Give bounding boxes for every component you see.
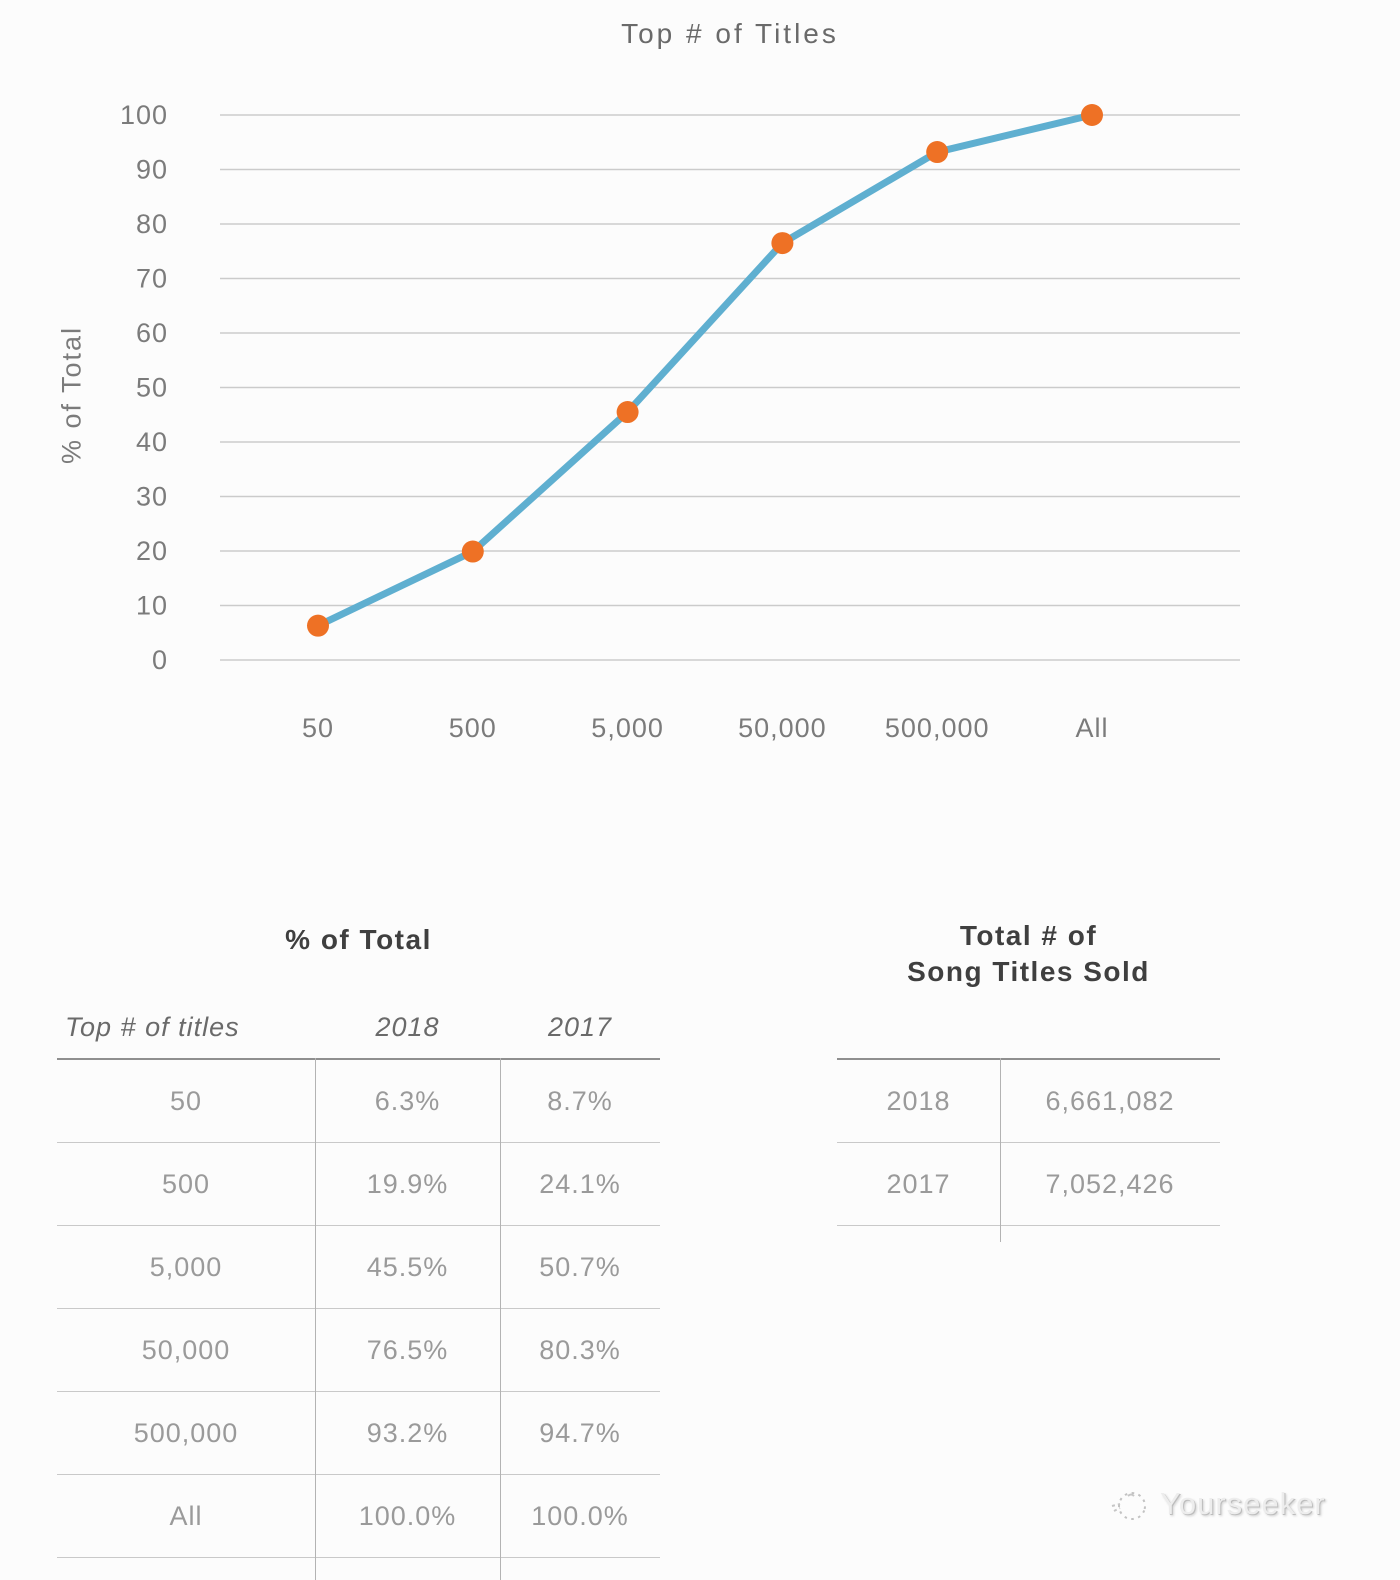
- y-tick-label: 70: [136, 264, 168, 294]
- data-point-marker: [771, 232, 794, 255]
- y-tick-label: 50: [136, 373, 168, 403]
- table-cell: 2018: [886, 1085, 951, 1116]
- table-cell: 8.7%: [547, 1085, 613, 1116]
- table-row: 500,000 93.2% 94.7%: [57, 1392, 660, 1475]
- table-cell: 76.5%: [366, 1334, 449, 1365]
- table-row: 2017 7,052,426: [837, 1143, 1220, 1226]
- table-row: 5,000 45.5% 50.7%: [57, 1226, 660, 1309]
- column-divider: [1000, 1058, 1001, 1242]
- table-cell: 6.3%: [374, 1085, 441, 1116]
- y-tick-label: 20: [136, 536, 168, 566]
- table-row: 50 6.3% 8.7%: [57, 1060, 660, 1143]
- x-tick-label: 50,000: [738, 713, 827, 743]
- y-tick-label: 100: [120, 100, 168, 130]
- x-tick-label: 500: [449, 713, 497, 743]
- y-tick-label: 40: [136, 427, 168, 457]
- y-tick-label: 80: [136, 209, 168, 239]
- y-tick-label: 10: [136, 591, 168, 621]
- sketch-circle-logo-icon: [1111, 1492, 1146, 1520]
- header-cell-top-titles: Top # of titles: [65, 1011, 240, 1042]
- table-row: 500 19.9% 24.1%: [57, 1143, 660, 1226]
- header-cell-2018: 2018: [375, 1011, 440, 1042]
- table-cell: 7,052,426: [1045, 1168, 1175, 1199]
- table-cell: 2017: [886, 1168, 951, 1199]
- data-point-marker: [461, 540, 484, 563]
- chart-title: Top # of Titles: [621, 18, 839, 49]
- y-tick-label: 0: [152, 645, 168, 675]
- totals-table-title-line1: Total # of: [959, 920, 1098, 951]
- totals-table-title-line2: Song Titles Sold: [907, 956, 1150, 987]
- column-divider: [500, 1058, 501, 1580]
- table-cell: 50,000: [141, 1334, 231, 1365]
- table-row: 50,000 76.5% 80.3%: [57, 1309, 660, 1392]
- watermark: Yourseeker: [1108, 1482, 1326, 1526]
- y-tick-label: 90: [136, 155, 168, 185]
- table-cell: 93.2%: [366, 1417, 449, 1448]
- table-row: 2018 6,661,082: [837, 1060, 1220, 1143]
- table-cell: 5,000: [149, 1251, 223, 1282]
- totals-table: 2018 6,661,082 2017 7,052,426: [837, 1058, 1220, 1226]
- table-cell: 80.3%: [539, 1334, 621, 1365]
- table-cell: 500: [161, 1168, 211, 1199]
- header-cell-2017: 2017: [547, 1011, 613, 1042]
- column-divider: [315, 1058, 316, 1580]
- table-cell: 50.7%: [539, 1251, 621, 1282]
- percent-table-title: % of Total: [285, 924, 432, 955]
- table-cell: 6,661,082: [1045, 1085, 1175, 1116]
- table-cell: All: [169, 1500, 203, 1531]
- table-cell: 19.9%: [366, 1168, 449, 1199]
- table-row: All 100.0% 100.0%: [57, 1475, 660, 1558]
- series-line-2018: [314, 111, 1096, 630]
- data-point-marker: [1081, 104, 1103, 126]
- data-point-marker: [926, 141, 949, 164]
- x-tick-label: 5,000: [591, 713, 664, 743]
- totals-table-title: Total # of Song Titles Sold: [837, 918, 1220, 990]
- x-tick-label: 500,000: [885, 713, 990, 743]
- y-tick-label: 30: [136, 482, 168, 512]
- table-cell: 45.5%: [366, 1251, 449, 1282]
- table-cell: 50: [169, 1085, 203, 1116]
- table-cell: 94.7%: [539, 1417, 621, 1448]
- table-cell: 24.1%: [539, 1168, 621, 1199]
- watermark-label: Yourseeker: [1160, 1486, 1326, 1521]
- percent-table: 50 6.3% 8.7% 500 19.9% 24.1% 5,000 45.5% 50.7% 50…: [57, 1058, 660, 1558]
- percent-table-header: Top # of titles 2018 2017: [57, 998, 660, 1056]
- x-tick-label: All: [1075, 713, 1108, 743]
- y-tick-label: 60: [136, 318, 168, 348]
- table-cell: 100.0%: [358, 1500, 457, 1531]
- table-cell: 100.0%: [531, 1500, 629, 1531]
- data-point-marker: [307, 614, 329, 637]
- x-tick-label: 50: [302, 713, 334, 743]
- line-chart: 0 10 20 30 40 50 60 70 80 90 100 50 500 5,000 50,000 50…: [120, 100, 1240, 743]
- data-point-marker: [616, 401, 639, 424]
- table-cell: 500,000: [133, 1417, 239, 1448]
